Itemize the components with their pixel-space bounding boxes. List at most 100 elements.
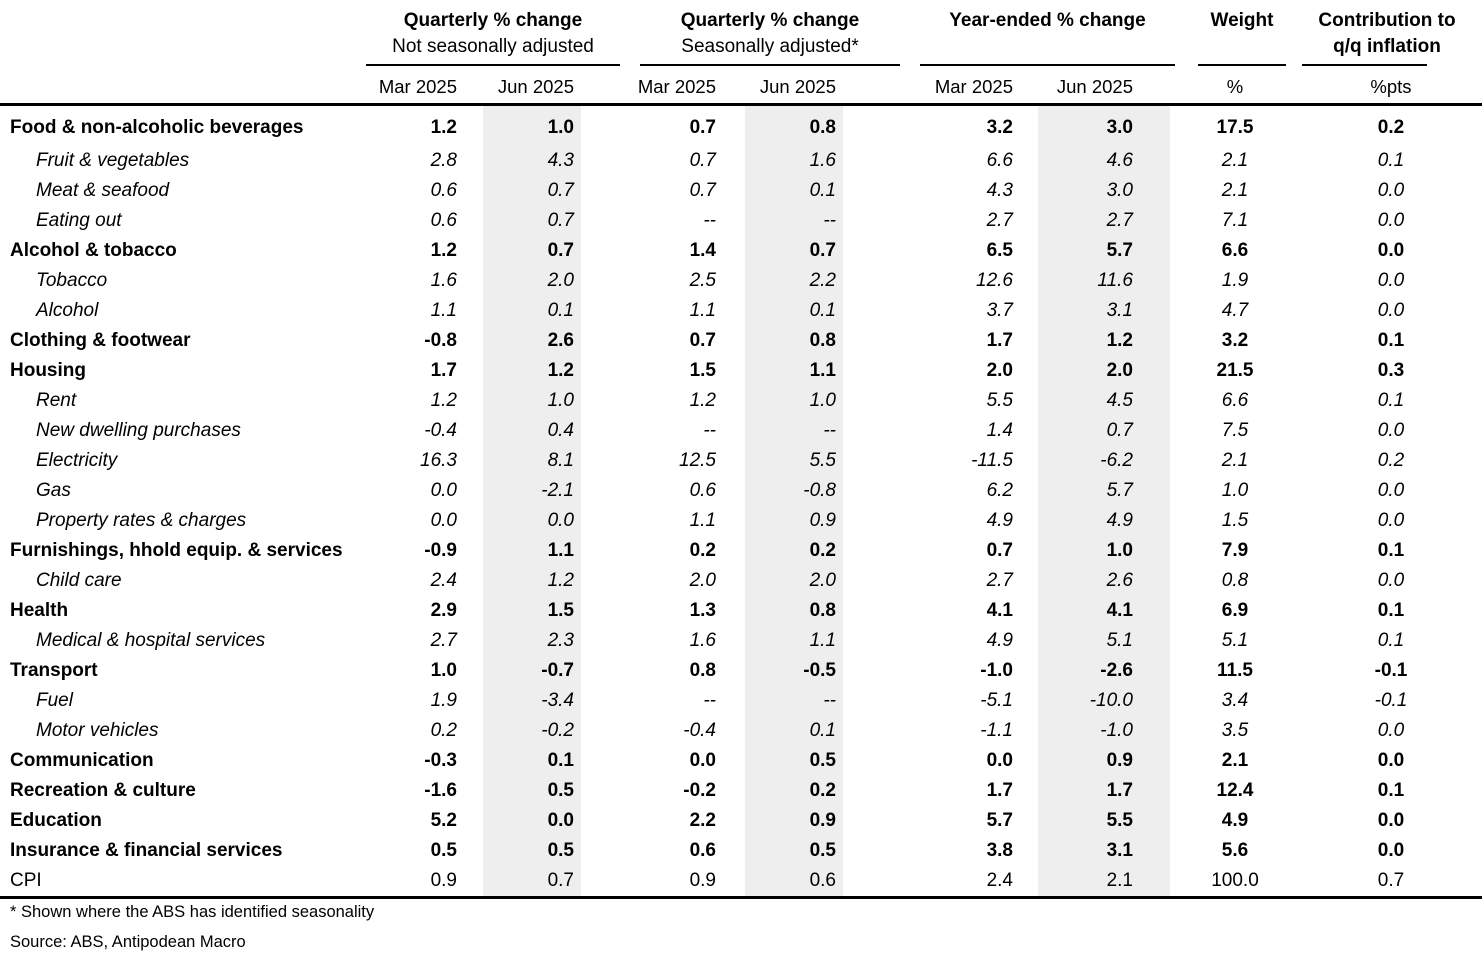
cell: 0.0 bbox=[483, 806, 581, 836]
cell: -0.8 bbox=[745, 476, 843, 506]
cell: 0.8 bbox=[689, 660, 716, 681]
cell: 1.2 bbox=[1038, 326, 1170, 356]
cell: 1.1 bbox=[689, 300, 716, 321]
cell: 1.9 bbox=[430, 690, 457, 711]
table-row: Furnishings, hhold equip. & services -0.9… bbox=[0, 536, 1482, 566]
cell: 100.0 bbox=[1170, 866, 1300, 899]
cell: -0.8 bbox=[424, 330, 457, 351]
cell: 2.7 bbox=[986, 210, 1013, 231]
table-row: Motor vehicles 0.2 -0.2 -0.4 0.1 -1.1 -1.0 3.5 0… bbox=[0, 716, 1482, 746]
cell: 12.5 bbox=[679, 450, 716, 471]
col-header: Mar 2025 bbox=[362, 70, 483, 106]
cell: 1.7 bbox=[986, 780, 1013, 801]
cell: 0.3 bbox=[1377, 360, 1405, 381]
cell: 2.1 bbox=[1221, 150, 1249, 171]
cell: 0.0 bbox=[1377, 480, 1405, 501]
cell: 0.7 bbox=[483, 866, 581, 899]
table-row: Insurance & financial services 0.5 0.5 0.6 0… bbox=[0, 836, 1482, 866]
cell: 0.1 bbox=[1377, 150, 1405, 171]
row-label: Property rates & charges bbox=[36, 510, 247, 531]
table-header: Quarterly % change Not seasonally adjust… bbox=[0, 0, 1482, 70]
cell: 0.2 bbox=[1377, 117, 1405, 138]
group-title: Weight bbox=[1210, 10, 1274, 31]
table-row: Recreation & culture -1.6 0.5 -0.2 0.2 1.7 1.7… bbox=[0, 776, 1482, 806]
seasonality-footnote: * Shown where the ABS has identified sea… bbox=[10, 903, 375, 921]
cell: -- bbox=[703, 690, 716, 711]
cell: 0.1 bbox=[1377, 330, 1405, 351]
cell: 1.5 bbox=[483, 596, 581, 626]
cell: 0.7 bbox=[986, 540, 1013, 561]
header-underline bbox=[1302, 64, 1427, 66]
cell: 0.5 bbox=[745, 836, 843, 866]
cell: 2.0 bbox=[745, 566, 843, 596]
cell: 1.5 bbox=[1221, 510, 1249, 531]
cell: 2.1 bbox=[1038, 866, 1170, 899]
row-label: Food & non-alcoholic beverages bbox=[10, 117, 304, 138]
group-title: Quarterly % change bbox=[403, 10, 583, 31]
row-label: Health bbox=[10, 600, 69, 621]
header-group-weight: Weight bbox=[1198, 8, 1286, 66]
cell: -- bbox=[745, 206, 843, 236]
cell: -1.1 bbox=[980, 720, 1013, 741]
col-header: Jun 2025 bbox=[745, 70, 843, 106]
row-label: Gas bbox=[36, 480, 71, 501]
cell: 1.0 bbox=[745, 386, 843, 416]
cell: 3.1 bbox=[1038, 296, 1170, 326]
cell: 2.1 bbox=[1221, 180, 1249, 201]
table-row: Communication -0.3 0.1 0.0 0.5 0.0 0.9 2.1 0.0 bbox=[0, 746, 1482, 776]
row-label: Child care bbox=[36, 570, 122, 591]
cell: 5.1 bbox=[1221, 630, 1249, 651]
row-label: Transport bbox=[10, 660, 98, 681]
cell: -- bbox=[745, 416, 843, 446]
col-header: % bbox=[1170, 70, 1300, 106]
row-label: Fruit & vegetables bbox=[36, 150, 190, 171]
cell: 8.1 bbox=[483, 446, 581, 476]
cell: 2.5 bbox=[689, 270, 716, 291]
cell: 2.0 bbox=[689, 570, 716, 591]
cell: 3.2 bbox=[986, 117, 1013, 138]
cell: 2.2 bbox=[689, 810, 716, 831]
cell: 0.5 bbox=[483, 836, 581, 866]
cell: 3.2 bbox=[1221, 330, 1249, 351]
cell: 0.0 bbox=[1377, 510, 1405, 531]
cell: -1.0 bbox=[1038, 716, 1170, 746]
cell: 0.7 bbox=[689, 117, 716, 138]
cell: -5.1 bbox=[980, 690, 1013, 711]
cell: 1.4 bbox=[986, 420, 1013, 441]
cell: 4.5 bbox=[1038, 386, 1170, 416]
cell: 0.6 bbox=[430, 210, 457, 231]
cell: 0.2 bbox=[689, 540, 716, 561]
cell: 0.1 bbox=[745, 176, 843, 206]
table-row: Fruit & vegetables 2.8 4.3 0.7 1.6 6.6 4.6 2.1 0… bbox=[0, 146, 1482, 176]
cell: 0.2 bbox=[745, 776, 843, 806]
cell: 0.0 bbox=[986, 750, 1013, 771]
cell: 3.8 bbox=[986, 840, 1013, 861]
table-row: Electricity 16.3 8.1 12.5 5.5 -11.5 -6.2 2.1 0.2 bbox=[0, 446, 1482, 476]
row-label: Furnishings, hhold equip. & services bbox=[10, 540, 343, 561]
empty-corner-cell bbox=[0, 70, 362, 106]
cell: 0.7 bbox=[483, 206, 581, 236]
row-label: CPI bbox=[0, 866, 362, 899]
cell: 0.5 bbox=[430, 840, 457, 861]
cell: -2.6 bbox=[1038, 656, 1170, 686]
cell: 0.7 bbox=[689, 330, 716, 351]
cell: 7.9 bbox=[1221, 540, 1249, 561]
cell: 0.2 bbox=[430, 720, 457, 741]
cell: 5.7 bbox=[986, 810, 1013, 831]
cell: 2.7 bbox=[1038, 206, 1170, 236]
cell: 2.6 bbox=[483, 326, 581, 356]
cell: 2.4 bbox=[843, 866, 1038, 899]
table-row: Health 2.9 1.5 1.3 0.8 4.1 4.1 6.9 0.1 bbox=[0, 596, 1482, 626]
cell: 0.6 bbox=[745, 866, 843, 899]
cell: 0.5 bbox=[483, 776, 581, 806]
cell: 0.7 bbox=[1300, 866, 1482, 899]
cell: 5.5 bbox=[1038, 806, 1170, 836]
col-header: Jun 2025 bbox=[483, 70, 581, 106]
cell: 0.7 bbox=[689, 180, 716, 201]
cell: 4.1 bbox=[986, 600, 1013, 621]
cell: 0.2 bbox=[745, 536, 843, 566]
cell: 6.6 bbox=[986, 150, 1013, 171]
cell: -0.4 bbox=[683, 720, 716, 741]
cell: 0.2 bbox=[1377, 450, 1405, 471]
